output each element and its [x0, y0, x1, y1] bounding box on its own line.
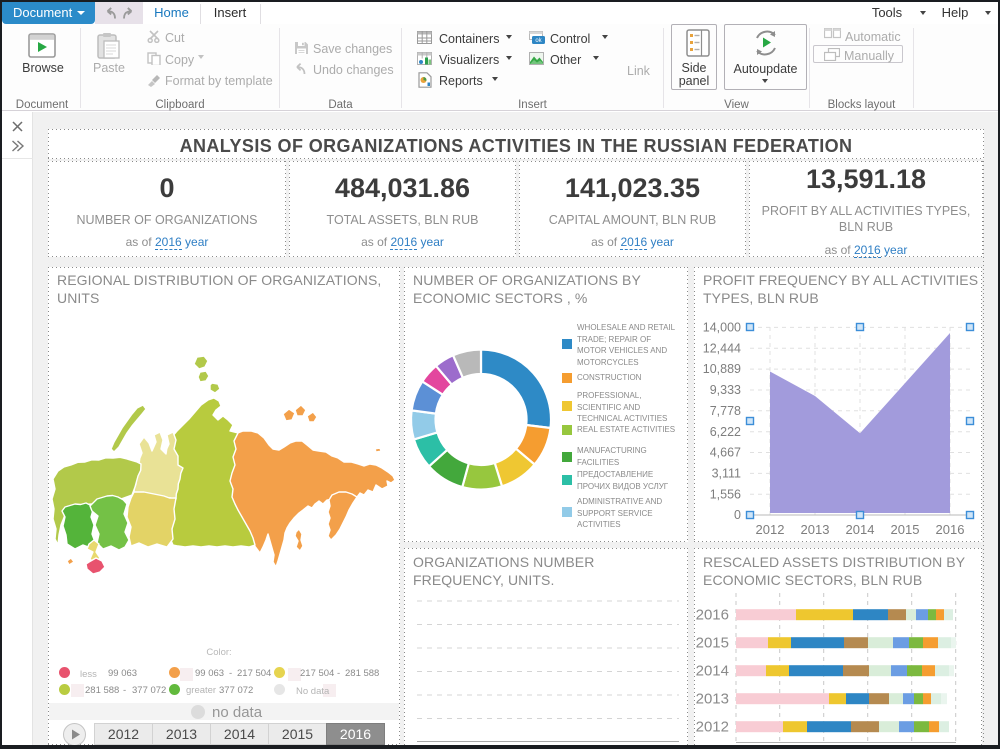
- svg-text:2014: 2014: [846, 522, 875, 537]
- svg-text:9,333: 9,333: [710, 383, 741, 397]
- svg-text:4,667: 4,667: [710, 446, 741, 460]
- svg-text:2012: 2012: [696, 719, 729, 736]
- svg-text:2014: 2014: [696, 663, 729, 680]
- svg-text:14,000: 14,000: [703, 321, 741, 335]
- svg-text:2013: 2013: [801, 522, 830, 537]
- svg-text:7,778: 7,778: [710, 404, 741, 418]
- svg-text:2016: 2016: [936, 522, 965, 537]
- svg-text:10,889: 10,889: [703, 362, 741, 376]
- svg-text:12,444: 12,444: [703, 341, 741, 355]
- svg-text:2013: 2013: [696, 691, 729, 708]
- svg-text:2015: 2015: [696, 635, 729, 652]
- svg-text:6,222: 6,222: [710, 425, 741, 439]
- svg-text:3,111: 3,111: [712, 467, 741, 481]
- svg-text:2012: 2012: [756, 522, 785, 537]
- svg-text:1,556: 1,556: [710, 487, 741, 501]
- svg-text:0: 0: [734, 508, 741, 522]
- svg-text:2015: 2015: [891, 522, 920, 537]
- svg-text:ok: ok: [535, 38, 542, 44]
- svg-text:2016: 2016: [696, 607, 729, 624]
